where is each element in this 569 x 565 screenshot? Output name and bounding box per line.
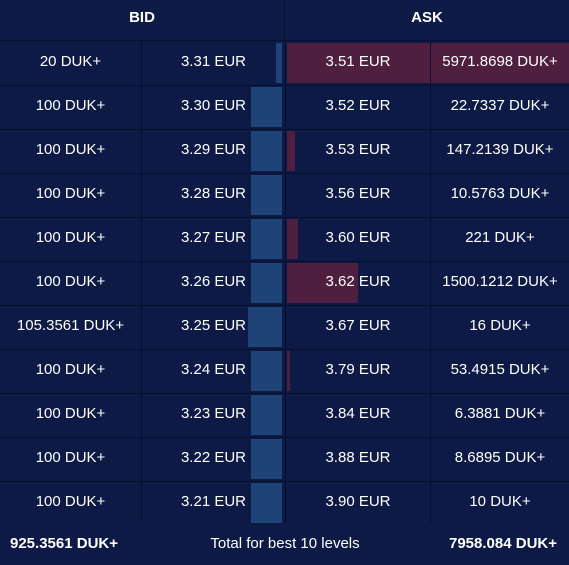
bid-depth-bar: [251, 395, 282, 435]
ask-quantity: 6.3881 DUK+: [454, 405, 546, 422]
total-label: Total for best 10 levels: [210, 535, 360, 552]
ask-quantity: 147.2139 DUK+: [446, 141, 554, 158]
bid-price: 3.29 EUR: [180, 141, 247, 158]
bid-quantity: 20 DUK+: [39, 53, 102, 70]
bid-price: 3.25 EUR: [180, 317, 247, 334]
ask-price: 3.56 EUR: [325, 185, 391, 202]
bid-depth-bar: [251, 131, 282, 171]
bid-depth-bar: [251, 175, 282, 215]
bid-depth-bar: [251, 351, 282, 391]
ask-price: 3.60 EUR: [325, 229, 391, 246]
bid-quantity: 100 DUK+: [35, 141, 106, 158]
ask-quantity: 8.6895 DUK+: [454, 449, 546, 466]
column-divider: [141, 41, 142, 523]
ask-price: 3.53 EUR: [325, 141, 391, 158]
ask-quantity: 221 DUK+: [465, 229, 535, 246]
bid-price: 3.31 EUR: [180, 53, 247, 70]
bid-depth-bar: [248, 307, 282, 347]
bid-quantity: 105.3561 DUK+: [16, 317, 125, 334]
order-book-header: BID ASK: [0, 0, 569, 41]
order-book-row[interactable]: 100 DUK+ 3.21 EUR 3.90 EUR 10 DUK+: [0, 481, 569, 526]
ask-header: ASK: [411, 9, 443, 26]
bid-quantity: 100 DUK+: [35, 97, 106, 114]
order-book-row[interactable]: 105.3561 DUK+ 3.25 EUR 3.67 EUR 16 DUK+: [0, 305, 569, 350]
bid-quantity: 100 DUK+: [35, 405, 106, 422]
ask-quantity: 10 DUK+: [469, 493, 531, 510]
ask-quantity: 5971.8698 DUK+: [442, 53, 558, 70]
ask-depth-bar: [287, 219, 298, 259]
bid-price: 3.21 EUR: [180, 493, 247, 510]
bid-quantity: 100 DUK+: [35, 361, 106, 378]
ask-price: 3.90 EUR: [325, 493, 391, 510]
bid-quantity: 100 DUK+: [35, 273, 106, 290]
bid-depth-bar: [251, 483, 282, 523]
bid-header: BID: [129, 9, 155, 26]
ask-quantity: 10.5763 DUK+: [450, 185, 550, 202]
header-divider: [284, 0, 285, 40]
bid-price: 3.28 EUR: [180, 185, 247, 202]
ask-quantity: 16 DUK+: [469, 317, 531, 334]
order-book-row[interactable]: 100 DUK+ 3.23 EUR 3.84 EUR 6.3881 DUK+: [0, 393, 569, 438]
order-book-row[interactable]: 100 DUK+ 3.30 EUR 3.52 EUR 22.7337 DUK+: [0, 85, 569, 130]
bid-price: 3.26 EUR: [180, 273, 247, 290]
ask-price: 3.79 EUR: [325, 361, 391, 378]
column-divider: [285, 41, 286, 523]
ask-price: 3.52 EUR: [325, 97, 391, 114]
ask-depth-bar: [287, 131, 295, 171]
order-book-row[interactable]: 100 DUK+ 3.24 EUR 3.79 EUR 53.4915 DUK+: [0, 349, 569, 394]
order-book-row[interactable]: 100 DUK+ 3.26 EUR 3.62 EUR 1500.1212 DUK+: [0, 261, 569, 306]
ask-price: 3.62 EUR: [325, 273, 391, 290]
bid-depth-bar: [276, 43, 282, 83]
bid-quantity: 100 DUK+: [35, 493, 106, 510]
ask-depth-bar: [287, 351, 290, 391]
bid-price: 3.27 EUR: [180, 229, 247, 246]
bid-price: 3.22 EUR: [180, 449, 247, 466]
order-book-row[interactable]: 100 DUK+ 3.22 EUR 3.88 EUR 8.6895 DUK+: [0, 437, 569, 482]
bid-price: 3.30 EUR: [180, 97, 247, 114]
ask-depth-bar: [287, 263, 358, 303]
order-book-rows: 20 DUK+ 3.31 EUR 3.51 EUR 5971.8698 DUK+ 100…: [0, 41, 569, 526]
order-book-row[interactable]: 100 DUK+ 3.28 EUR 3.56 EUR 10.5763 DUK+: [0, 173, 569, 218]
order-book-footer: 925.3561 DUK+ Total for best 10 levels 7…: [0, 523, 569, 565]
ask-price: 3.51 EUR: [325, 53, 391, 70]
ask-quantity: 1500.1212 DUK+: [442, 273, 558, 290]
ask-quantity: 53.4915 DUK+: [450, 361, 550, 378]
column-divider: [430, 41, 431, 523]
ask-price: 3.67 EUR: [325, 317, 391, 334]
ask-total: 7958.084 DUK+: [449, 535, 557, 552]
bid-quantity: 100 DUK+: [35, 449, 106, 466]
bid-price: 3.23 EUR: [180, 405, 247, 422]
ask-price: 3.88 EUR: [325, 449, 391, 466]
bid-quantity: 100 DUK+: [35, 185, 106, 202]
bid-depth-bar: [251, 263, 282, 303]
order-book-row[interactable]: 100 DUK+ 3.27 EUR 3.60 EUR 221 DUK+: [0, 217, 569, 262]
bid-depth-bar: [251, 439, 282, 479]
bid-price: 3.24 EUR: [180, 361, 247, 378]
bid-depth-bar: [251, 219, 282, 259]
ask-quantity: 22.7337 DUK+: [450, 97, 550, 114]
order-book-row[interactable]: 20 DUK+ 3.31 EUR 3.51 EUR 5971.8698 DUK+: [0, 41, 569, 86]
bid-quantity: 100 DUK+: [35, 229, 106, 246]
bid-total: 925.3561 DUK+: [10, 535, 118, 552]
order-book-row[interactable]: 100 DUK+ 3.29 EUR 3.53 EUR 147.2139 DUK+: [0, 129, 569, 174]
ask-price: 3.84 EUR: [325, 405, 391, 422]
ask-depth-bar: [287, 43, 569, 83]
bid-depth-bar: [251, 87, 282, 127]
